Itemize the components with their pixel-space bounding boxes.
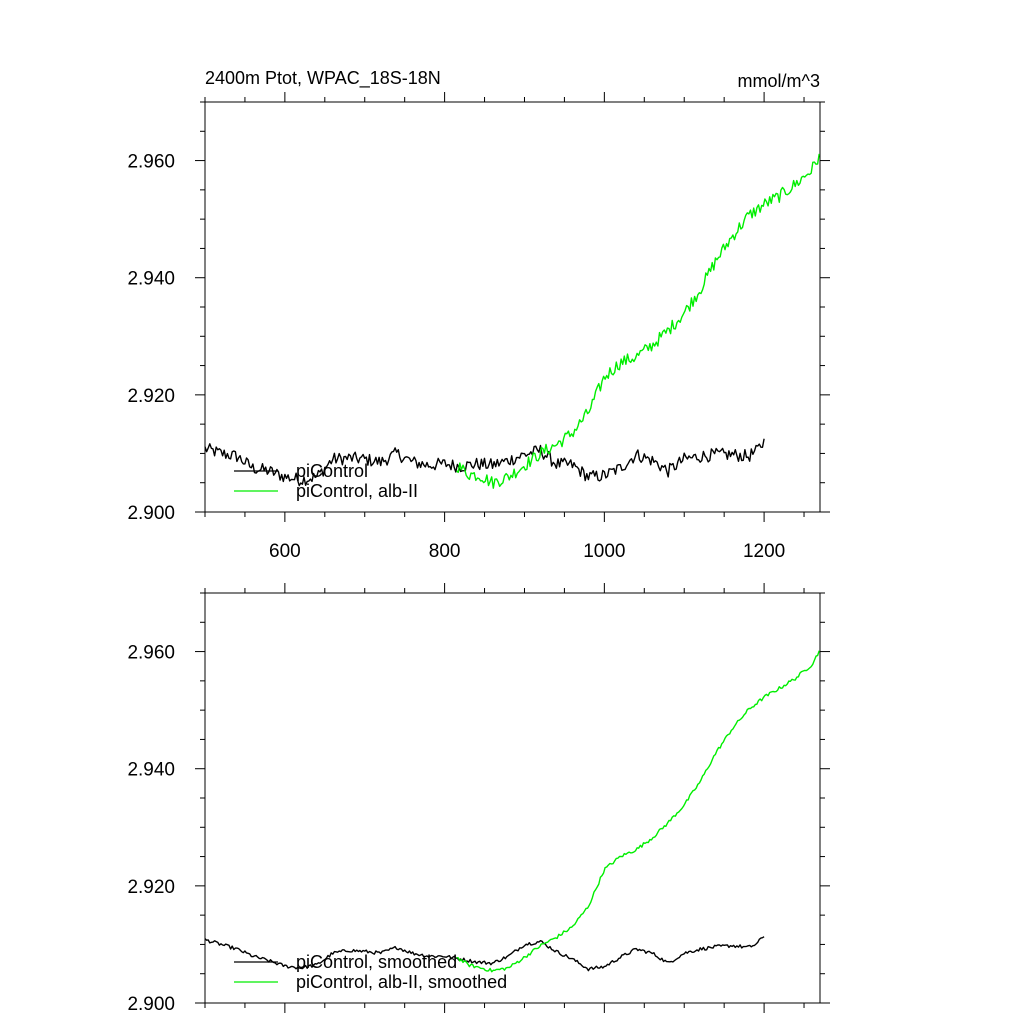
bottom-legend: piControl, smoothed piControl, alb-II, s…: [234, 952, 507, 992]
legend-label-alb-ii-smoothed: piControl, alb-II, smoothed: [296, 972, 507, 992]
legend-label-alb-ii: piControl, alb-II: [296, 481, 418, 501]
legend-label-picontrol: piControl: [296, 461, 368, 481]
y-tick-label: 2.900: [127, 994, 175, 1015]
y-tick-label: 2.960: [127, 152, 175, 173]
series-line-picontrol-alb-ii-smoothed: [456, 650, 820, 973]
top-legend: piControl piControl, alb-II: [234, 461, 418, 501]
units-label: mmol/m^3: [738, 71, 820, 91]
x-tick-label: 800: [429, 541, 461, 562]
y-tick-label: 2.920: [127, 877, 175, 898]
y-tick-label: 2.920: [127, 386, 175, 407]
top-tick-marks: [195, 92, 830, 522]
bottom-axis-labels: 2.900 2.920 2.940 2.960: [127, 643, 175, 1015]
y-tick-label: 2.900: [127, 503, 175, 524]
legend-label-picontrol-smoothed: piControl, smoothed: [296, 952, 457, 972]
y-tick-label: 2.960: [127, 643, 175, 664]
x-tick-label: 1000: [583, 541, 625, 562]
top-series-layer: [204, 153, 820, 489]
bottom-tick-marks: [195, 583, 830, 1013]
bottom-series-layer: [204, 650, 820, 973]
y-tick-label: 2.940: [127, 760, 175, 781]
series-line-picontrol-smoothed: [204, 936, 765, 972]
top-panel: 2.900 2.920 2.940 2.960 600 800 1000 1200 2400m…: [127, 68, 830, 562]
chart-title: 2400m Ptot, WPAC_18S-18N: [205, 68, 441, 89]
y-tick-label: 2.940: [127, 269, 175, 290]
top-axis-labels: 2.900 2.920 2.940 2.960 600 800 1000 1200: [127, 152, 785, 562]
bottom-plot-frame: [204, 592, 821, 1004]
series-line-picontrol: [204, 438, 765, 487]
x-tick-label: 1200: [743, 541, 785, 562]
top-plot-frame: [204, 101, 821, 513]
bottom-panel: 2.900 2.920 2.940 2.960 piControl, smoothed…: [127, 583, 830, 1015]
x-tick-label: 600: [269, 541, 301, 562]
series-line-picontrol-alb-ii: [456, 153, 820, 489]
